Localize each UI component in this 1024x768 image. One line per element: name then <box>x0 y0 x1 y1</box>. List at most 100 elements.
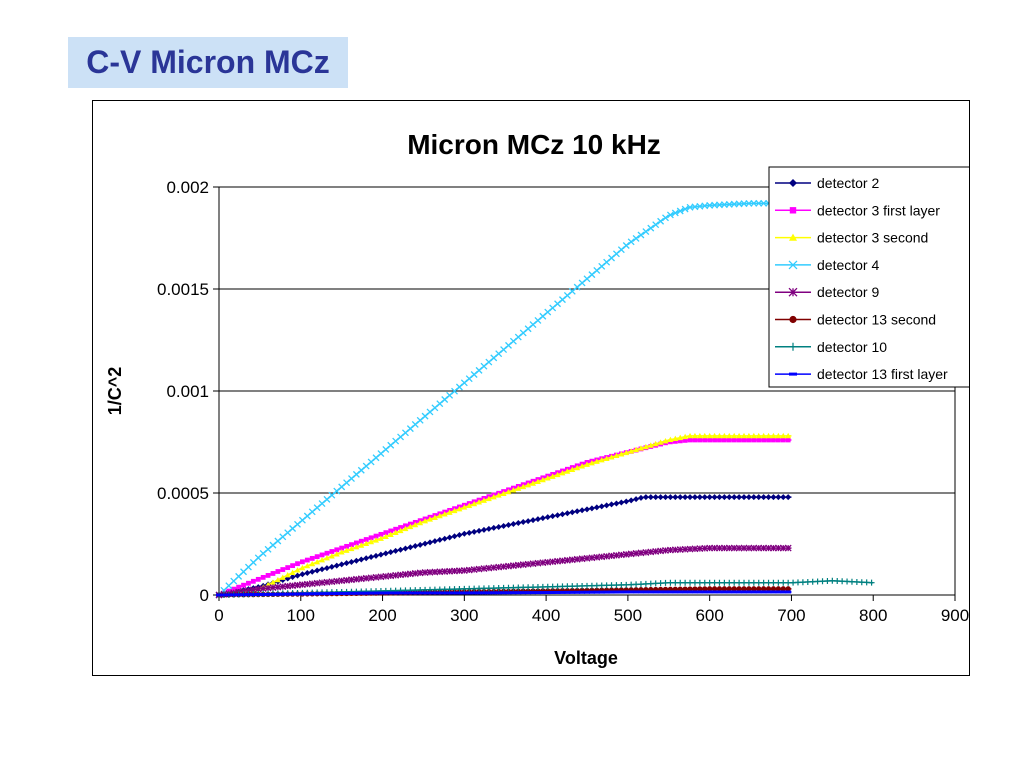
data-point <box>579 463 586 469</box>
data-point <box>324 550 330 556</box>
data-point <box>220 593 227 597</box>
data-point <box>299 592 306 596</box>
data-point <box>706 586 713 592</box>
x-tick-label: 400 <box>532 606 560 625</box>
data-point <box>530 591 537 595</box>
data-point <box>333 562 340 569</box>
data-point <box>559 590 566 594</box>
data-point <box>676 207 684 215</box>
y-tick-label: 0.002 <box>166 178 209 197</box>
y-axis-label: 1/C^2 <box>105 367 125 416</box>
data-point <box>691 590 698 594</box>
data-point <box>682 494 689 501</box>
data-point <box>559 511 566 518</box>
data-point <box>358 542 365 548</box>
data-point <box>461 530 468 537</box>
data-point <box>677 590 684 594</box>
data-point <box>770 590 777 594</box>
data-point <box>721 432 728 439</box>
data-point <box>662 590 669 594</box>
legend-item: detector 13 second <box>775 312 936 328</box>
data-point <box>672 590 679 594</box>
data-point <box>328 563 335 570</box>
data-point <box>289 569 296 575</box>
data-point <box>726 437 732 443</box>
data-point <box>284 572 291 578</box>
data-point <box>334 547 340 553</box>
data-point <box>564 510 571 517</box>
data-point <box>662 214 669 222</box>
data-point <box>235 593 242 597</box>
data-point <box>485 495 492 502</box>
legend-item: detector 2 <box>775 175 879 191</box>
data-point <box>554 590 561 594</box>
data-point <box>549 513 556 520</box>
data-point <box>569 509 576 516</box>
data-point <box>632 234 640 242</box>
data-point <box>304 569 311 576</box>
x-axis-label: Voltage <box>554 648 618 668</box>
data-point <box>451 507 458 514</box>
data-point <box>623 590 630 594</box>
data-point <box>750 432 757 439</box>
data-point <box>304 557 310 563</box>
data-point <box>510 487 517 493</box>
data-point <box>726 590 733 594</box>
data-point <box>255 593 262 597</box>
legend-label: detector 13 second <box>817 312 936 328</box>
data-point <box>289 574 296 581</box>
data-point <box>393 526 399 532</box>
data-point <box>388 528 394 534</box>
data-point <box>480 591 487 595</box>
data-point <box>525 482 532 488</box>
data-point <box>775 432 782 439</box>
data-point <box>392 591 399 595</box>
data-point <box>785 494 792 501</box>
data-point <box>618 499 625 506</box>
legend-label: detector 3 second <box>817 230 928 246</box>
data-point <box>765 432 772 439</box>
data-point <box>691 432 698 439</box>
series-line <box>218 435 792 596</box>
data-point <box>544 591 551 595</box>
data-point <box>549 473 556 479</box>
data-point <box>736 586 742 592</box>
data-point <box>868 579 875 586</box>
data-point <box>368 535 374 541</box>
data-point <box>696 494 703 501</box>
data-point <box>677 438 683 444</box>
data-point <box>270 571 276 576</box>
data-point <box>712 437 717 443</box>
data-point <box>554 512 561 519</box>
data-point <box>756 437 762 443</box>
data-point <box>441 535 448 542</box>
data-point <box>299 564 306 571</box>
data-point <box>741 586 747 592</box>
data-point <box>731 437 737 443</box>
data-point <box>323 592 330 596</box>
data-point <box>652 590 659 594</box>
data-point <box>780 432 787 439</box>
data-point <box>505 488 512 495</box>
data-point <box>412 543 419 550</box>
data-point <box>726 586 732 592</box>
data-point <box>382 550 389 557</box>
data-point <box>446 509 453 515</box>
data-point <box>770 586 777 592</box>
data-point <box>500 490 507 496</box>
data-point <box>569 466 576 472</box>
data-point <box>485 525 492 532</box>
data-point <box>520 591 527 595</box>
x-tick-label: 100 <box>287 606 315 625</box>
data-point <box>765 590 772 594</box>
data-point <box>525 518 532 525</box>
data-point <box>495 591 502 595</box>
data-point <box>731 432 738 439</box>
data-point <box>721 437 727 443</box>
data-point <box>309 555 315 561</box>
data-point <box>706 590 713 594</box>
data-point <box>761 437 767 443</box>
data-point <box>579 590 586 594</box>
data-point <box>363 537 369 542</box>
data-point <box>294 567 301 573</box>
